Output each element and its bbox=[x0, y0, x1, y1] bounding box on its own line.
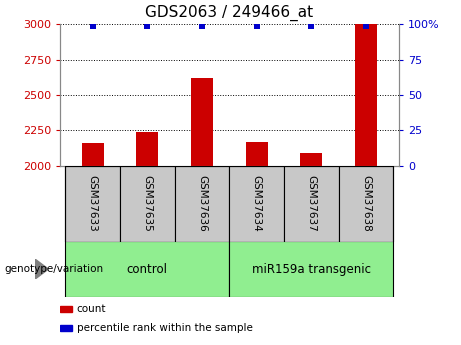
Bar bbox=[82, 143, 104, 166]
Bar bbox=[229, 166, 284, 242]
Bar bbox=[339, 166, 393, 242]
Polygon shape bbox=[35, 259, 48, 279]
Bar bbox=[60, 325, 72, 331]
Text: GSM37634: GSM37634 bbox=[252, 175, 262, 231]
Bar bbox=[301, 153, 322, 166]
Bar bbox=[175, 166, 230, 242]
Text: miR159a transgenic: miR159a transgenic bbox=[252, 263, 371, 276]
Text: GSM37635: GSM37635 bbox=[142, 175, 153, 231]
Bar bbox=[65, 166, 120, 242]
Bar bbox=[120, 166, 175, 242]
Text: genotype/variation: genotype/variation bbox=[5, 264, 104, 274]
Bar bbox=[284, 166, 339, 242]
Bar bbox=[355, 24, 377, 166]
Bar bbox=[246, 141, 267, 166]
Bar bbox=[229, 241, 393, 297]
Bar bbox=[60, 306, 72, 312]
Text: GSM37636: GSM37636 bbox=[197, 175, 207, 231]
Text: control: control bbox=[127, 263, 168, 276]
Text: GSM37637: GSM37637 bbox=[306, 175, 316, 231]
Text: GSM37633: GSM37633 bbox=[88, 175, 98, 231]
Text: percentile rank within the sample: percentile rank within the sample bbox=[77, 323, 253, 333]
Bar bbox=[136, 132, 158, 166]
Text: GSM37638: GSM37638 bbox=[361, 175, 371, 231]
Title: GDS2063 / 249466_at: GDS2063 / 249466_at bbox=[145, 5, 313, 21]
Text: count: count bbox=[77, 304, 106, 314]
Bar bbox=[191, 78, 213, 166]
Bar bbox=[65, 241, 230, 297]
